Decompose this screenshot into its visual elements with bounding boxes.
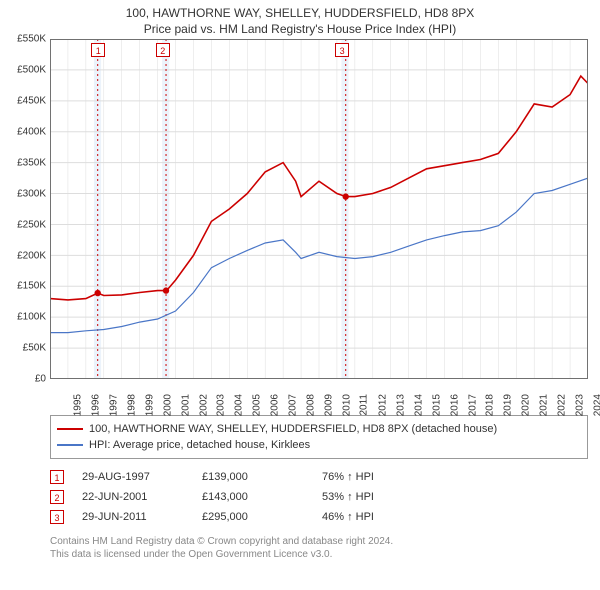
legend: 100, HAWTHORNE WAY, SHELLEY, HUDDERSFIEL… xyxy=(50,415,588,459)
x-tick-label: 2020 xyxy=(521,394,532,416)
x-tick-label: 2018 xyxy=(485,394,496,416)
event-marker-icon: 3 xyxy=(50,510,64,524)
legend-swatch-property xyxy=(57,428,83,430)
title-line-2: Price paid vs. HM Land Registry's House … xyxy=(8,22,592,38)
y-tick-label: £200K xyxy=(17,250,46,261)
x-tick-label: 2004 xyxy=(234,394,245,416)
x-tick-label: 2019 xyxy=(503,394,514,416)
x-tick-label: 2003 xyxy=(216,394,227,416)
x-tick-label: 2010 xyxy=(341,394,352,416)
legend-item-hpi: HPI: Average price, detached house, Kirk… xyxy=(57,437,581,453)
y-tick-label: £550K xyxy=(17,34,46,45)
x-tick-label: 2008 xyxy=(305,394,316,416)
x-tick-label: 1998 xyxy=(126,394,137,416)
x-tick-label: 2013 xyxy=(395,394,406,416)
y-tick-label: £400K xyxy=(17,126,46,137)
event-row: 1 29-AUG-1997£139,00076% ↑ HPI xyxy=(50,467,592,487)
x-tick-label: 2002 xyxy=(198,394,209,416)
y-tick-label: £150K xyxy=(17,281,46,292)
x-tick-label: 2023 xyxy=(574,394,585,416)
event-list: 1 29-AUG-1997£139,00076% ↑ HPI 2 22-JUN-200… xyxy=(50,467,592,527)
y-tick-label: £0 xyxy=(35,374,46,385)
x-tick-label: 1999 xyxy=(144,394,155,416)
marker-box-2: 2 xyxy=(156,43,170,57)
title-line-1: 100, HAWTHORNE WAY, SHELLEY, HUDDERSFIEL… xyxy=(8,6,592,22)
event-date: 29-JUN-2011 xyxy=(82,511,202,523)
legend-item-property: 100, HAWTHORNE WAY, SHELLEY, HUDDERSFIEL… xyxy=(57,421,581,437)
x-tick-label: 2021 xyxy=(539,394,550,416)
y-tick-label: £450K xyxy=(17,96,46,107)
event-pct-vs-hpi: 53% ↑ HPI xyxy=(322,491,592,503)
event-date: 22-JUN-2001 xyxy=(82,491,202,503)
x-tick-label: 2007 xyxy=(287,394,298,416)
plot-area: 1 2 3 xyxy=(50,39,588,379)
event-pct-vs-hpi: 46% ↑ HPI xyxy=(322,511,592,523)
y-axis-labels: £0£50K£100K£150K£200K£250K£300K£350K£400… xyxy=(8,39,48,379)
x-tick-label: 2014 xyxy=(413,394,424,416)
x-tick-label: 2006 xyxy=(270,394,281,416)
y-tick-label: £50K xyxy=(23,343,46,354)
x-tick-label: 2024 xyxy=(592,394,600,416)
x-axis-labels: 1995199619971998199920002001200220032004… xyxy=(50,379,588,409)
y-tick-label: £500K xyxy=(17,65,46,76)
x-tick-label: 2012 xyxy=(377,394,388,416)
y-tick-label: £250K xyxy=(17,219,46,230)
marker-box-1: 1 xyxy=(91,43,105,57)
y-tick-label: £300K xyxy=(17,188,46,199)
legend-swatch-hpi xyxy=(57,444,83,446)
footer: Contains HM Land Registry data © Crown c… xyxy=(50,535,592,561)
event-price: £139,000 xyxy=(202,471,322,483)
x-tick-label: 2000 xyxy=(162,394,173,416)
x-tick-label: 2001 xyxy=(180,394,191,416)
x-tick-label: 2005 xyxy=(252,394,263,416)
event-marker-icon: 2 xyxy=(50,490,64,504)
event-pct-vs-hpi: 76% ↑ HPI xyxy=(322,471,592,483)
footer-line-1: Contains HM Land Registry data © Crown c… xyxy=(50,535,592,548)
event-date: 29-AUG-1997 xyxy=(82,471,202,483)
x-tick-label: 2009 xyxy=(323,394,334,416)
footer-line-2: This data is licensed under the Open Gov… xyxy=(50,548,592,561)
event-marker-icon: 1 xyxy=(50,470,64,484)
x-tick-label: 2015 xyxy=(431,394,442,416)
marker-box-3: 3 xyxy=(335,43,349,57)
x-tick-label: 2022 xyxy=(556,394,567,416)
y-tick-label: £100K xyxy=(17,312,46,323)
chart-svg xyxy=(50,39,588,379)
x-tick-label: 1995 xyxy=(72,394,83,416)
event-row: 3 29-JUN-2011£295,00046% ↑ HPI xyxy=(50,507,592,527)
x-tick-label: 1997 xyxy=(108,394,119,416)
legend-label-property: 100, HAWTHORNE WAY, SHELLEY, HUDDERSFIEL… xyxy=(89,423,497,435)
x-tick-label: 2017 xyxy=(467,394,478,416)
chart-titles: 100, HAWTHORNE WAY, SHELLEY, HUDDERSFIEL… xyxy=(8,6,592,37)
y-tick-label: £350K xyxy=(17,157,46,168)
x-tick-label: 1996 xyxy=(90,394,101,416)
event-price: £295,000 xyxy=(202,511,322,523)
legend-label-hpi: HPI: Average price, detached house, Kirk… xyxy=(89,439,310,451)
x-tick-label: 2011 xyxy=(358,394,369,416)
x-tick-label: 2016 xyxy=(449,394,460,416)
event-row: 2 22-JUN-2001£143,00053% ↑ HPI xyxy=(50,487,592,507)
event-price: £143,000 xyxy=(202,491,322,503)
price-chart: £0£50K£100K£150K£200K£250K£300K£350K£400… xyxy=(50,39,588,409)
